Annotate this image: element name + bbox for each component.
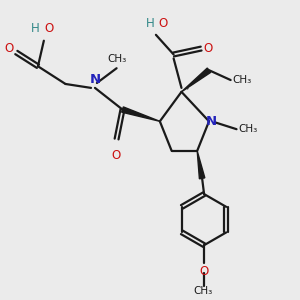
Text: O: O	[4, 42, 14, 55]
Text: O: O	[45, 22, 54, 35]
Text: O: O	[203, 42, 212, 55]
Polygon shape	[197, 151, 205, 179]
Text: CH₃: CH₃	[238, 124, 258, 134]
Polygon shape	[122, 107, 160, 121]
Text: CH₃: CH₃	[194, 286, 213, 296]
Text: O: O	[200, 265, 209, 278]
Text: N: N	[89, 73, 100, 86]
Polygon shape	[182, 68, 211, 92]
Text: N: N	[206, 115, 217, 128]
Text: O: O	[158, 17, 167, 30]
Text: H: H	[146, 17, 155, 30]
Text: CH₃: CH₃	[107, 54, 126, 64]
Text: CH₃: CH₃	[232, 75, 252, 85]
Text: H: H	[31, 22, 40, 35]
Text: O: O	[111, 149, 120, 162]
